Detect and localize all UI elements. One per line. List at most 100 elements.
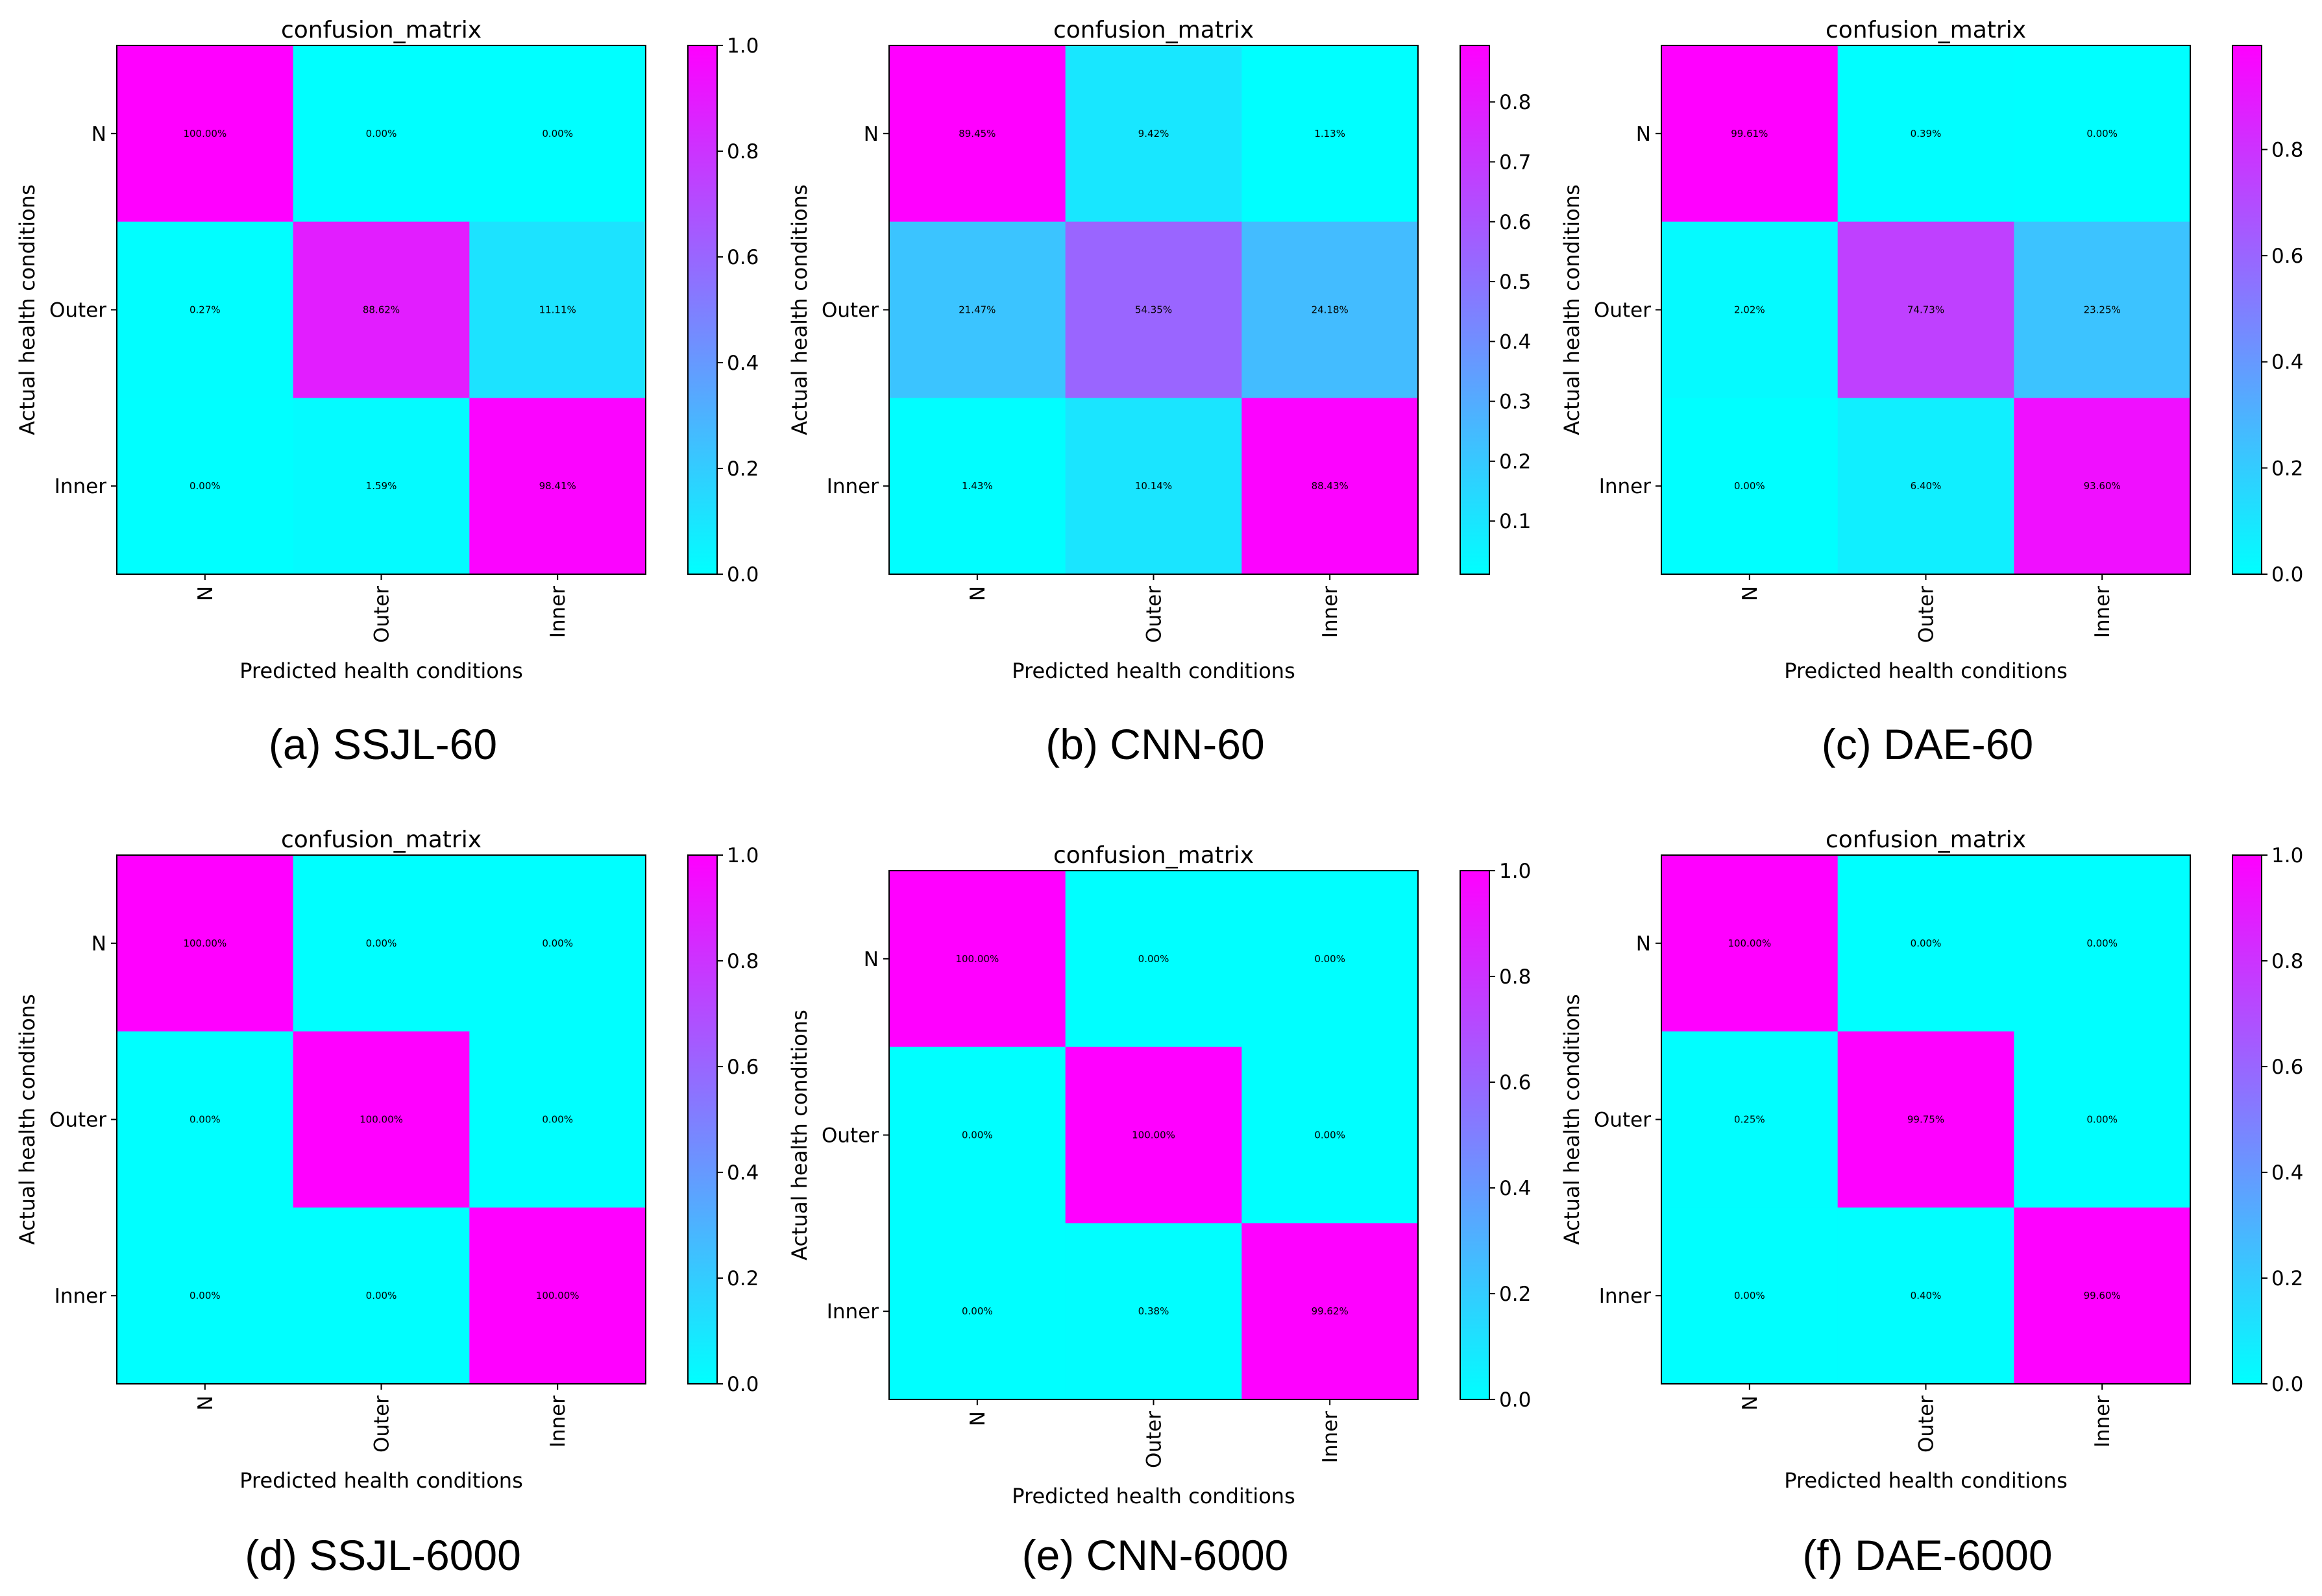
cell-value-label: 0.38% xyxy=(1138,1305,1169,1317)
y-axis-label: Actual health conditions xyxy=(1559,994,1584,1245)
cell-value-label: 100.00% xyxy=(1728,937,1771,949)
x-axis-label: Predicted health conditions xyxy=(239,659,522,683)
cell-value-label: 88.62% xyxy=(363,304,400,316)
colorbar xyxy=(2232,854,2262,1384)
cell-value-label: 0.00% xyxy=(1138,953,1169,965)
colorbar-tick-label: 0.8 xyxy=(2271,950,2303,973)
chart-title: confusion_matrix xyxy=(1053,842,1254,869)
cell-value-label: 99.60% xyxy=(2084,1290,2121,1301)
confusion-matrix-panel: confusion_matrix 100.00% 0.00% 0.00% 0.00% 10… xyxy=(787,842,1531,1579)
x-tick-label: Inner xyxy=(1319,586,1342,638)
heatmap-cell xyxy=(1241,1046,1419,1224)
confusion-matrix-panel: confusion_matrix 100.00% 0.00% 0.00% 0.00% 10… xyxy=(15,827,759,1579)
colorbar-tick-label: 0.0 xyxy=(727,1373,759,1396)
y-axis-label: Actual health conditions xyxy=(1559,184,1584,435)
cell-value-label: 0.40% xyxy=(1911,1290,1942,1301)
y-tick-label: Inner xyxy=(827,1300,879,1324)
colorbar-tick-label: 0.2 xyxy=(2271,1267,2303,1290)
cell-value-label: 100.00% xyxy=(183,128,226,139)
heatmap-cell xyxy=(1661,1031,1839,1208)
colorbar-tick-label: 0.2 xyxy=(727,457,759,481)
panel-caption: (f) DAE-6000 xyxy=(1802,1531,2052,1579)
heatmap-cell xyxy=(469,221,646,398)
y-tick-label: Inner xyxy=(55,475,107,498)
confusion-matrix-panel: confusion_matrix 89.45% 9.42% 1.13% 21.47% 54… xyxy=(787,17,1531,768)
heatmap-cell xyxy=(889,398,1066,575)
cell-value-label: 0.00% xyxy=(366,937,397,949)
cell-value-label: 9.42% xyxy=(1138,128,1169,139)
x-tick-label: N xyxy=(966,1411,990,1426)
cell-value-label: 0.00% xyxy=(1734,1290,1765,1301)
colorbar-tick-label: 0.8 xyxy=(2271,138,2303,162)
chart-title: confusion_matrix xyxy=(1826,17,2026,43)
y-tick-label: N xyxy=(92,123,106,146)
colorbar-tick-label: 1.0 xyxy=(727,844,759,867)
colorbar-tick-label: 0.4 xyxy=(727,1161,759,1185)
cell-value-label: 100.00% xyxy=(183,937,226,949)
colorbar-tick-label: 0.6 xyxy=(1499,211,1531,234)
cell-value-label: 0.39% xyxy=(1911,128,1942,139)
cell-value-label: 2.02% xyxy=(1734,304,1765,316)
colorbar-tick-label: 0.0 xyxy=(1499,1388,1531,1412)
cell-value-label: 1.13% xyxy=(1314,128,1345,139)
panel-caption: (e) CNN-6000 xyxy=(1022,1531,1289,1579)
cell-value-label: 99.62% xyxy=(1312,1305,1349,1317)
y-tick-label: Outer xyxy=(1594,1109,1651,1132)
colorbar-tick-label: 0.0 xyxy=(727,563,759,586)
chart-title: confusion_matrix xyxy=(1826,827,2026,853)
heatmap-cell xyxy=(1661,855,1839,1032)
heatmap-cell xyxy=(293,221,470,398)
cell-value-label: 100.00% xyxy=(360,1114,403,1126)
x-tick-label: Inner xyxy=(2091,1396,2114,1448)
y-tick-label: Outer xyxy=(1594,299,1651,322)
cell-value-label: 0.00% xyxy=(2086,128,2118,139)
heatmap-cell xyxy=(1241,871,1419,1048)
chart-title: confusion_matrix xyxy=(281,17,482,43)
cell-value-label: 0.00% xyxy=(189,1290,221,1301)
x-tick-label: Outer xyxy=(1915,586,1938,643)
cell-value-label: 6.40% xyxy=(1911,480,1942,492)
colorbar xyxy=(1460,45,1490,575)
cell-value-label: 74.73% xyxy=(1907,304,1944,316)
y-tick-label: Inner xyxy=(55,1285,107,1308)
cell-value-label: 0.00% xyxy=(962,1305,993,1317)
x-axis-label: Predicted health conditions xyxy=(1012,659,1295,683)
x-tick-label: N xyxy=(194,586,217,601)
heatmap-cell xyxy=(117,855,294,1032)
cell-value-label: 99.61% xyxy=(1731,128,1768,139)
heatmap-cell xyxy=(117,398,294,575)
x-axis-label: Predicted health conditions xyxy=(1784,659,2067,683)
cell-value-label: 1.59% xyxy=(366,480,397,492)
cell-value-label: 0.27% xyxy=(189,304,221,316)
colorbar-tick-label: 0.6 xyxy=(1499,1071,1531,1094)
cell-value-label: 0.00% xyxy=(542,1114,573,1126)
heatmap-cell xyxy=(1837,855,2014,1032)
heatmap-cell xyxy=(1837,1031,2014,1208)
colorbar-tick-label: 1.0 xyxy=(2271,844,2303,867)
cell-value-label: 0.00% xyxy=(1911,937,1942,949)
heatmap-cell xyxy=(889,221,1066,398)
colorbar-tick-label: 0.2 xyxy=(1499,1283,1531,1306)
cell-value-label: 100.00% xyxy=(1132,1130,1175,1141)
confusion-matrix-panel: confusion_matrix 100.00% 0.00% 0.00% 0.25% 99… xyxy=(1559,827,2303,1579)
x-tick-label: Inner xyxy=(546,1396,570,1448)
cell-value-label: 54.35% xyxy=(1135,304,1172,316)
cell-value-label: 98.41% xyxy=(539,480,576,492)
heatmap-cell xyxy=(1837,221,2014,398)
cell-value-label: 24.18% xyxy=(1312,304,1349,316)
colorbar-tick-label: 0.8 xyxy=(727,950,759,973)
panel-caption: (a) SSJL-60 xyxy=(269,720,497,768)
heatmap-cell xyxy=(1065,398,1242,575)
y-tick-label: Inner xyxy=(1599,475,1652,498)
colorbar-tick-label: 0.6 xyxy=(2271,245,2303,268)
heatmap-cell xyxy=(1065,871,1242,1048)
x-tick-label: Inner xyxy=(1319,1411,1342,1464)
cell-value-label: 0.00% xyxy=(542,128,573,139)
cell-value-label: 0.00% xyxy=(542,937,573,949)
heatmap-cell xyxy=(293,398,470,575)
cell-value-label: 0.00% xyxy=(189,1114,221,1126)
heatmap-cell xyxy=(117,1207,294,1384)
colorbar-tick-label: 0.8 xyxy=(1499,965,1531,989)
heatmap-cell xyxy=(1065,1223,1242,1400)
x-tick-label: Outer xyxy=(1915,1396,1938,1453)
